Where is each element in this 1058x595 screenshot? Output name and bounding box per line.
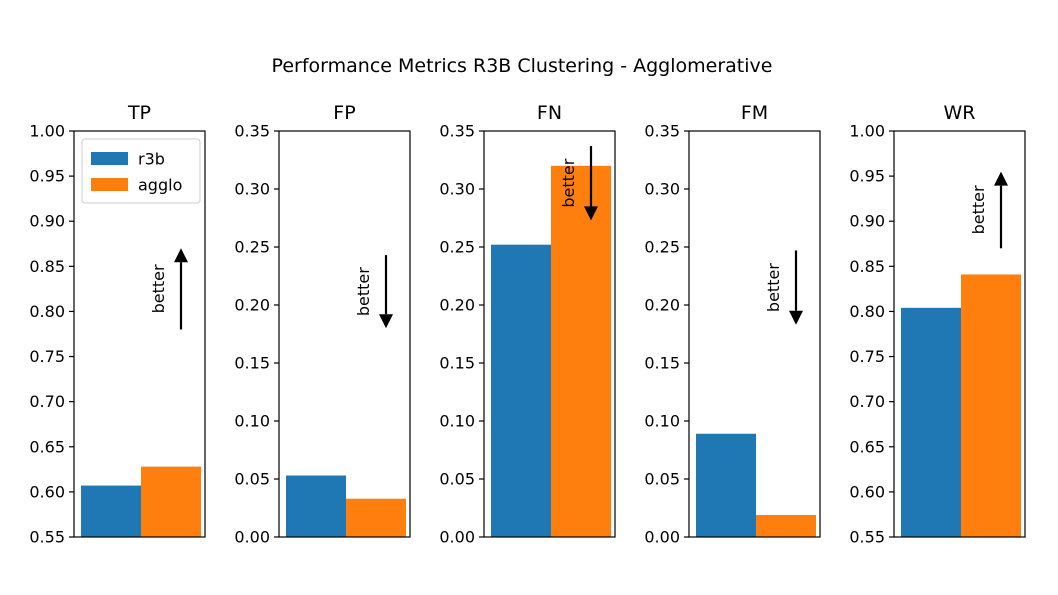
legend-swatch-agglo	[91, 178, 128, 191]
y-tick-label: 0.65	[29, 437, 65, 456]
bar-agglo	[551, 165, 611, 538]
figure-title: Performance Metrics R3B Clustering - Agg…	[272, 55, 773, 77]
panel-title: FP	[333, 102, 355, 124]
y-tick-label: 0.00	[234, 528, 270, 547]
better-arrow-head	[174, 248, 188, 263]
y-tick-label: 0.20	[234, 296, 270, 315]
y-tick-label: 0.95	[849, 167, 885, 186]
better-arrow-head	[584, 206, 598, 221]
y-tick-label: 1.00	[29, 122, 65, 141]
bar-r3b	[81, 485, 141, 537]
y-tick-label: 0.00	[439, 528, 475, 547]
better-annotation-label: better	[969, 185, 988, 234]
y-tick-label: 0.15	[644, 354, 680, 373]
y-tick-label: 0.85	[29, 257, 65, 276]
bar-r3b	[696, 433, 756, 537]
bar-agglo	[961, 274, 1021, 537]
better-arrow-head	[994, 171, 1008, 186]
y-tick-label: 0.30	[234, 180, 270, 199]
y-tick-label: 0.15	[439, 354, 475, 373]
bar-agglo	[756, 514, 816, 537]
axes-frame	[278, 130, 411, 538]
y-tick-label: 0.15	[234, 354, 270, 373]
y-tick-label: 0.65	[849, 437, 885, 456]
y-tick-label: 0.25	[234, 238, 270, 257]
panel-fp: 0.00 0.05 0.10 0.15 0.20 0.25 0.30 0.35 FP better	[234, 102, 411, 547]
y-tick-label: 0.20	[644, 296, 680, 315]
better-annotation-label: better	[149, 264, 168, 313]
y-tick-label: 0.55	[29, 528, 65, 547]
panel-title: TP	[127, 102, 151, 124]
bar-r3b	[491, 244, 551, 537]
y-tick-label: 0.60	[849, 482, 885, 501]
y-tick-label: 0.10	[644, 412, 680, 431]
panel-title: WR	[944, 102, 976, 124]
panel-title: FN	[537, 102, 562, 124]
y-tick-label: 0.10	[234, 412, 270, 431]
panel-fm: 0.00 0.05 0.10 0.15 0.20 0.25 0.30 0.35 FM better	[644, 102, 821, 547]
y-tick-label: 0.70	[849, 392, 885, 411]
axes-frame	[688, 130, 821, 538]
panels: 0.55 0.60 0.65 0.70 0.75 0.80 0.85 0.90 0.95 1.00…	[29, 102, 1026, 547]
bar-r3b	[901, 307, 961, 537]
bar-r3b	[286, 475, 346, 537]
y-tick-label: 0.80	[29, 302, 65, 321]
y-tick-label: 0.25	[439, 238, 475, 257]
legend-label-agglo: agglo	[138, 176, 182, 195]
y-tick-label: 0.30	[644, 180, 680, 199]
y-tick-label: 0.05	[644, 470, 680, 489]
panel-fn: 0.00 0.05 0.10 0.15 0.20 0.25 0.30 0.35 FN better	[439, 102, 616, 547]
y-tick-label: 0.90	[29, 212, 65, 231]
better-annotation-label: better	[354, 267, 373, 316]
y-tick-label: 0.75	[29, 347, 65, 366]
axes-frame	[483, 130, 616, 538]
y-tick-label: 0.25	[644, 238, 680, 257]
y-tick-label: 0.95	[29, 167, 65, 186]
panel-title: FM	[741, 102, 768, 124]
y-tick-label: 0.60	[29, 482, 65, 501]
better-annotation-label: better	[559, 158, 578, 207]
y-tick-label: 0.85	[849, 257, 885, 276]
y-tick-label: 0.20	[439, 296, 475, 315]
better-arrow-head	[379, 314, 393, 329]
legend-label-r3b: r3b	[138, 150, 165, 169]
y-tick-label: 0.80	[849, 302, 885, 321]
y-tick-label: 0.70	[29, 392, 65, 411]
bar-agglo	[346, 498, 406, 537]
y-tick-label: 1.00	[849, 122, 885, 141]
panel-tp: 0.55 0.60 0.65 0.70 0.75 0.80 0.85 0.90 0.95 1.00…	[29, 102, 206, 547]
panel-wr: 0.55 0.60 0.65 0.70 0.75 0.80 0.85 0.90 0.95 1.00…	[849, 102, 1026, 547]
axes-frame	[73, 130, 206, 538]
better-annotation-label: better	[764, 263, 783, 312]
bar-agglo	[141, 466, 201, 537]
better-arrow-head	[789, 310, 803, 325]
y-tick-label: 0.30	[439, 180, 475, 199]
y-tick-label: 0.75	[849, 347, 885, 366]
y-tick-label: 0.00	[644, 528, 680, 547]
legend: r3b agglo	[81, 138, 201, 204]
y-tick-label: 0.05	[234, 470, 270, 489]
y-tick-label: 0.35	[234, 122, 270, 141]
y-tick-label: 0.35	[644, 122, 680, 141]
y-tick-label: 0.90	[849, 212, 885, 231]
axes-frame	[893, 130, 1026, 538]
legend-swatch-r3b	[91, 152, 128, 165]
y-tick-label: 0.10	[439, 412, 475, 431]
y-tick-label: 0.05	[439, 470, 475, 489]
y-tick-label: 0.55	[849, 528, 885, 547]
y-tick-label: 0.35	[439, 122, 475, 141]
